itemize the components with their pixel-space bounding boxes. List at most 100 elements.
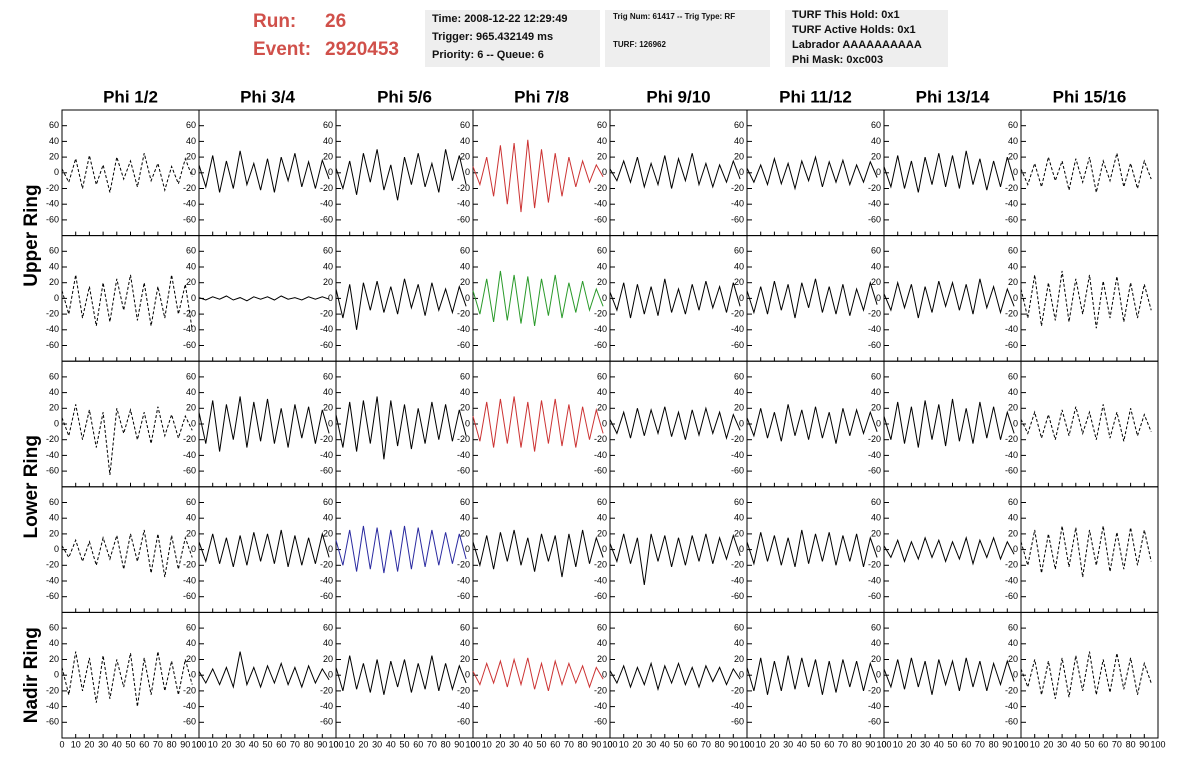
y-tick-label: -40 — [594, 575, 607, 585]
waveform — [335, 396, 467, 460]
waveform — [609, 533, 741, 585]
waveform — [335, 655, 467, 695]
x-tick-label: 90 — [180, 739, 190, 749]
y-tick-label: 40 — [597, 638, 607, 648]
y-tick-label: 40 — [734, 638, 744, 648]
y-tick-label: 20 — [186, 403, 196, 413]
run-number: 26 — [325, 11, 346, 32]
y-tick-label: -40 — [868, 324, 881, 334]
y-tick-label: -40 — [46, 450, 59, 460]
y-tick-label: -60 — [320, 591, 333, 601]
x-tick-label: 80 — [304, 739, 314, 749]
y-tick-label: 20 — [734, 654, 744, 664]
y-tick-label: -20 — [594, 685, 607, 695]
y-tick-label: -20 — [868, 685, 881, 695]
panel-frame — [609, 235, 748, 362]
y-tick-label: 0 — [739, 293, 744, 303]
waveform — [61, 651, 193, 707]
waveform — [746, 278, 878, 319]
y-tick-label: -40 — [46, 324, 59, 334]
y-tick-label: 20 — [323, 403, 333, 413]
x-tick-label: 90 — [454, 739, 464, 749]
info-box — [425, 10, 600, 67]
waveform — [883, 657, 1015, 695]
y-tick-label: 20 — [1008, 151, 1018, 161]
y-tick-label: 0 — [54, 293, 59, 303]
x-tick-label: 0 — [333, 739, 338, 749]
y-tick-label: 0 — [739, 544, 744, 554]
y-tick-label: 40 — [186, 261, 196, 271]
panel-frame — [883, 235, 1022, 362]
y-tick-label: -60 — [868, 717, 881, 727]
waveform — [609, 406, 741, 440]
y-tick-label: 60 — [1008, 120, 1018, 130]
info-text: TURF This Hold: 0x1 — [792, 9, 900, 21]
y-tick-label: 0 — [739, 670, 744, 680]
y-tick-label: -40 — [868, 199, 881, 209]
y-tick-label: -60 — [594, 340, 607, 350]
x-tick-label: 100 — [328, 739, 343, 749]
y-tick-label: 60 — [323, 120, 333, 130]
y-tick-label: 60 — [49, 120, 59, 130]
y-tick-label: 0 — [876, 544, 881, 554]
y-tick-label: 60 — [49, 497, 59, 507]
x-tick-label: 0 — [607, 739, 612, 749]
x-tick-label: 60 — [687, 739, 697, 749]
y-tick-label: 20 — [871, 528, 881, 538]
y-tick-label: -40 — [731, 450, 744, 460]
y-tick-label: -20 — [457, 685, 470, 695]
y-tick-label: -40 — [868, 450, 881, 460]
x-tick-label: 0 — [881, 739, 886, 749]
y-tick-label: -40 — [320, 701, 333, 711]
y-tick-label: 0 — [191, 670, 196, 680]
waveform — [335, 278, 467, 330]
y-tick-label: 0 — [328, 544, 333, 554]
y-tick-label: 40 — [186, 513, 196, 523]
y-tick-label: 20 — [734, 403, 744, 413]
x-tick-label: 10 — [893, 739, 903, 749]
x-tick-label: 20 — [1043, 739, 1053, 749]
y-tick-label: -60 — [320, 717, 333, 727]
y-tick-label: 20 — [734, 277, 744, 287]
x-tick-label: 80 — [578, 739, 588, 749]
y-tick-label: 20 — [871, 403, 881, 413]
y-tick-label: -40 — [457, 575, 470, 585]
y-tick-label: -60 — [1005, 214, 1018, 224]
y-tick-label: 60 — [1008, 371, 1018, 381]
y-tick-label: -40 — [457, 450, 470, 460]
x-tick-label: 10 — [482, 739, 492, 749]
y-tick-label: -60 — [183, 214, 196, 224]
waveform — [198, 651, 330, 689]
y-tick-label: -60 — [320, 340, 333, 350]
y-tick-label: 40 — [49, 387, 59, 397]
panel-frame — [335, 611, 474, 739]
y-tick-label: -20 — [183, 685, 196, 695]
y-tick-label: -60 — [594, 465, 607, 475]
x-tick-label: 30 — [235, 739, 245, 749]
panel-frame — [883, 109, 1022, 237]
y-tick-label: -60 — [457, 340, 470, 350]
y-tick-label: 0 — [191, 293, 196, 303]
y-tick-label: 20 — [871, 654, 881, 664]
x-tick-label: 20 — [495, 739, 505, 749]
y-tick-label: 40 — [1008, 387, 1018, 397]
y-tick-label: -40 — [731, 701, 744, 711]
y-tick-label: -40 — [320, 324, 333, 334]
y-tick-label: -20 — [731, 685, 744, 695]
panel-frame — [609, 486, 748, 613]
panel-frame — [1020, 611, 1159, 739]
y-tick-label: -40 — [731, 575, 744, 585]
row-label: Nadir Ring — [21, 627, 42, 723]
panel-frame — [198, 611, 337, 739]
y-tick-label: -40 — [457, 701, 470, 711]
y-tick-label: -20 — [320, 308, 333, 318]
x-tick-label: 90 — [591, 739, 601, 749]
waveform — [472, 657, 604, 692]
y-tick-label: 20 — [871, 277, 881, 287]
x-tick-label: 40 — [797, 739, 807, 749]
x-tick-label: 70 — [153, 739, 163, 749]
y-tick-label: 40 — [323, 136, 333, 146]
y-tick-label: 20 — [1008, 654, 1018, 664]
y-tick-label: -40 — [457, 324, 470, 334]
waveform — [335, 525, 467, 574]
